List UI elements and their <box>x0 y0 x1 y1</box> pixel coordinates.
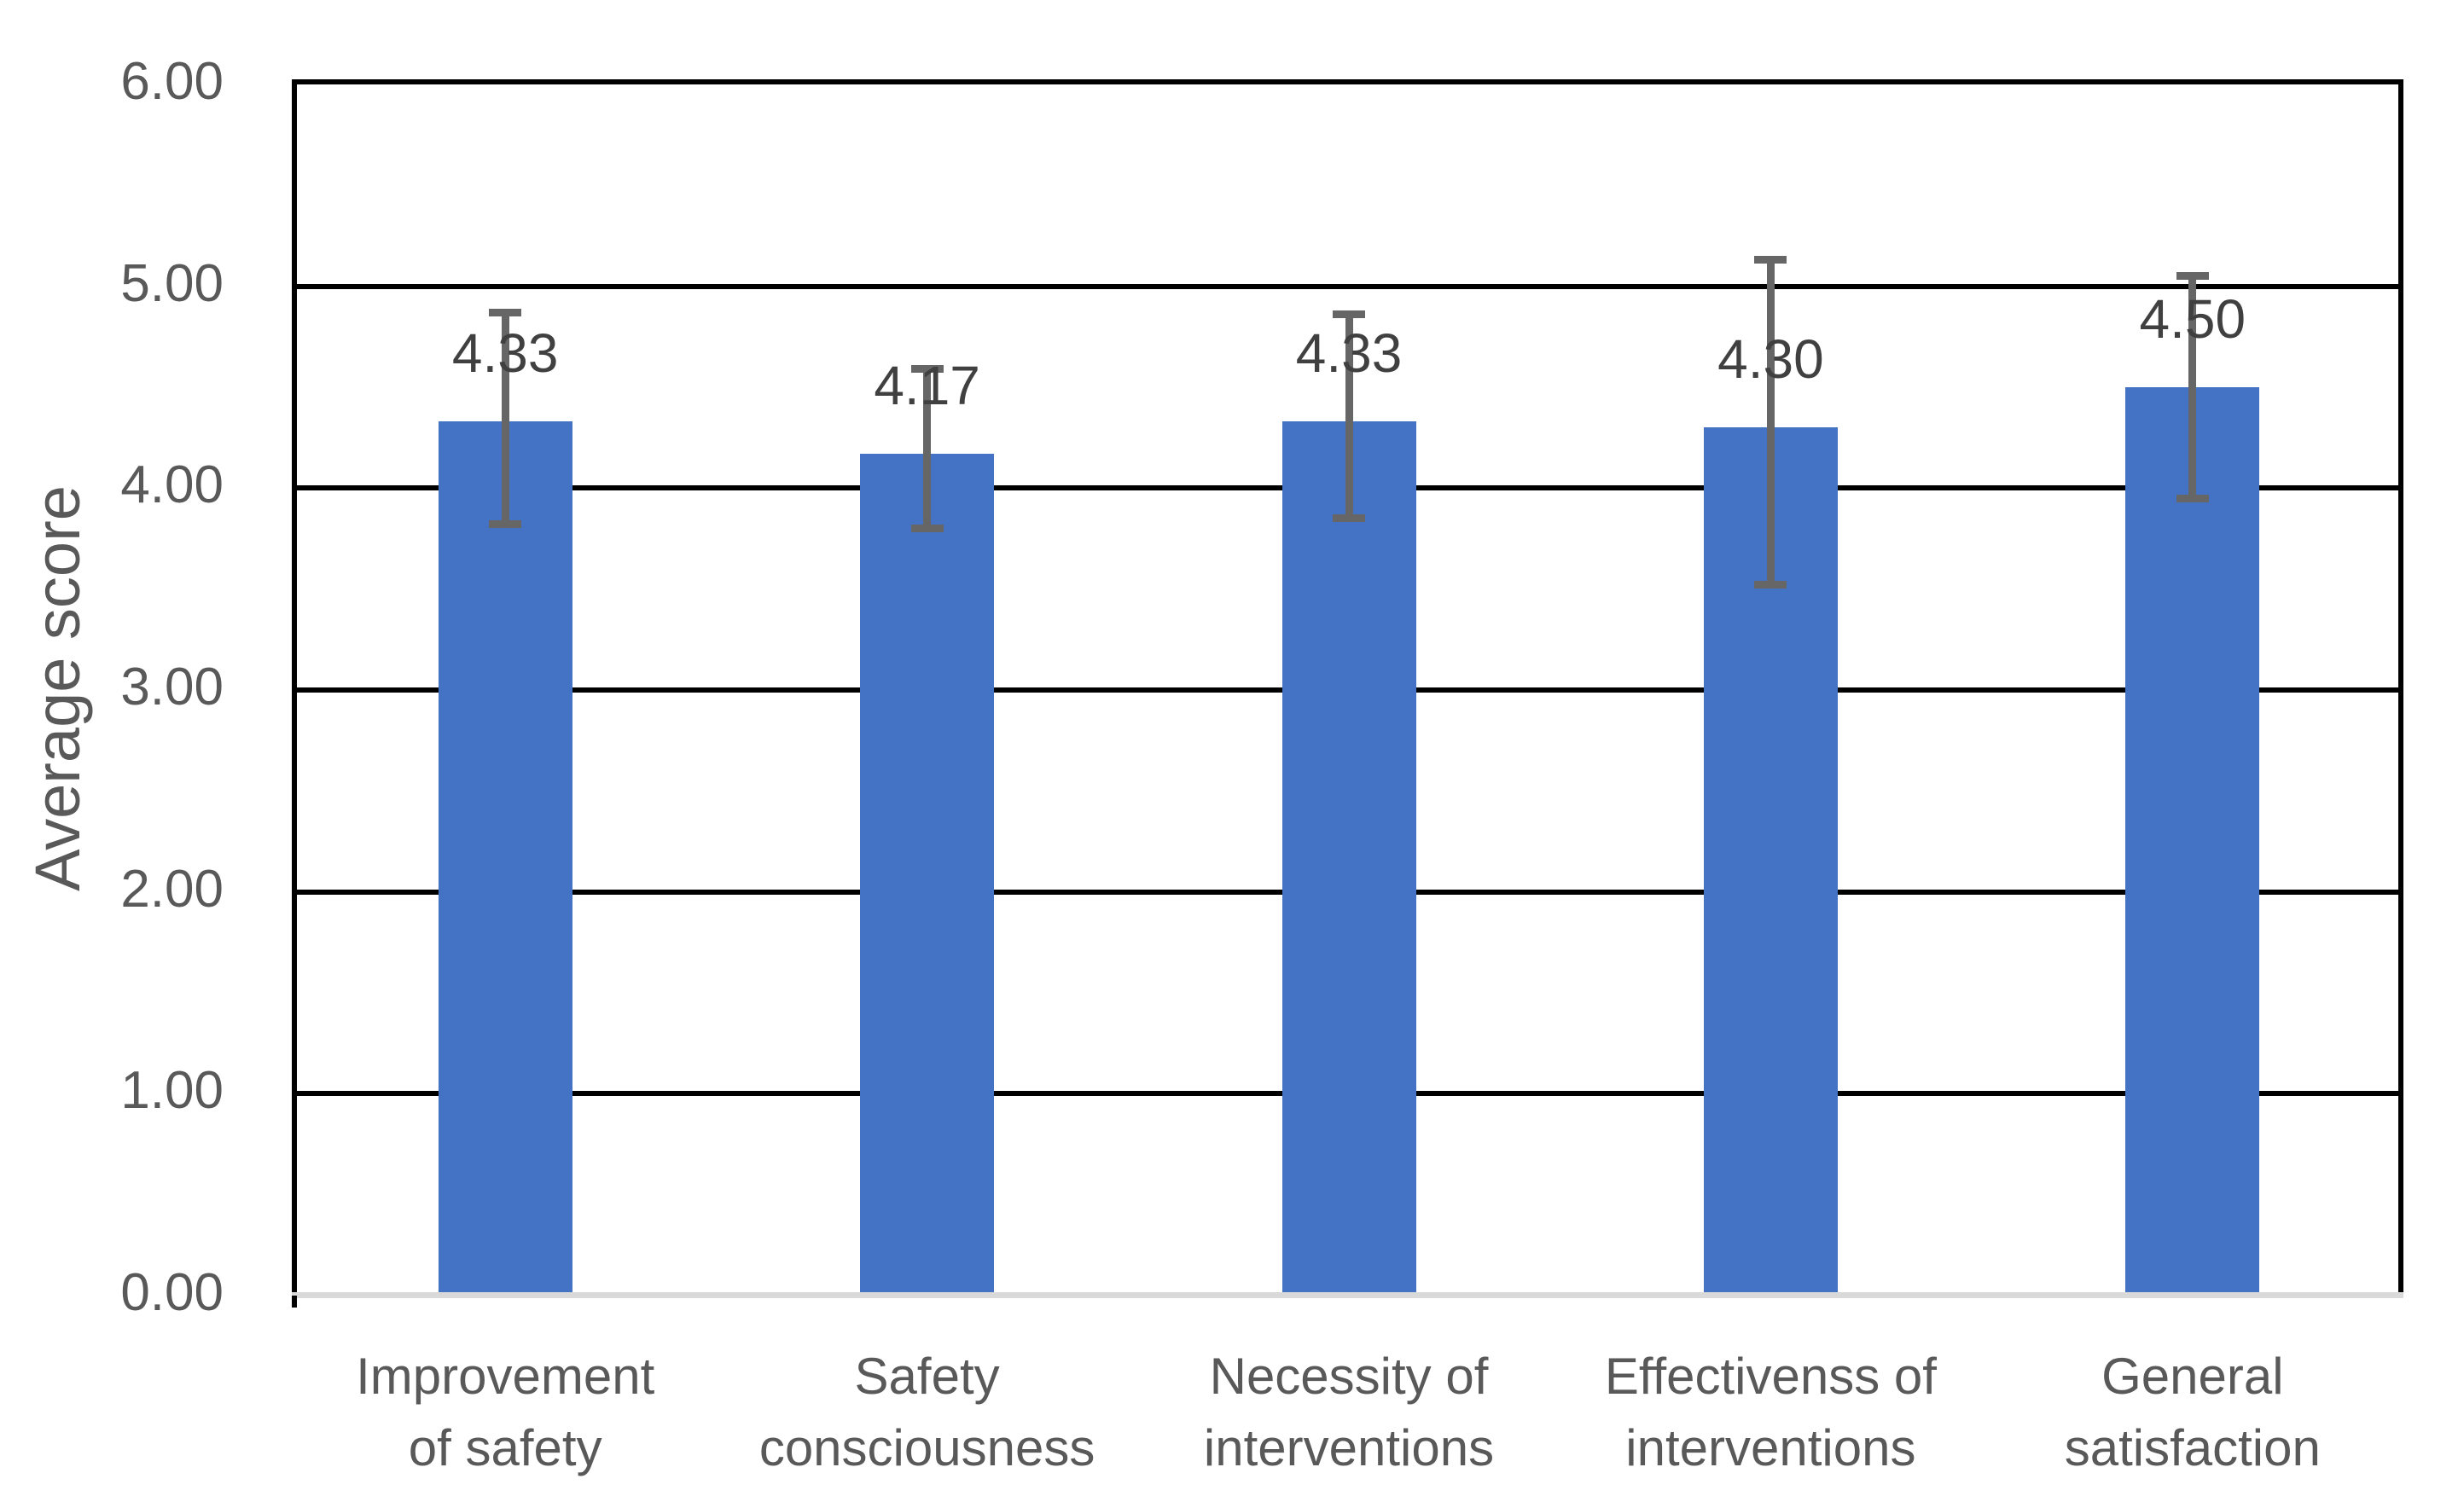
category-label-line: Necessity of <box>1209 1348 1489 1405</box>
y-tick-label: 1.00 <box>120 1061 224 1121</box>
error-bar <box>501 312 509 525</box>
x-axis-baseline <box>292 1292 2403 1298</box>
category-label-line: Safety <box>854 1348 1000 1405</box>
category-label-line: of safety <box>408 1419 602 1476</box>
bar <box>438 421 572 1296</box>
bar-data-label: 4.33 <box>451 322 559 385</box>
category-label-line: interventions <box>1203 1419 1495 1476</box>
bar-data-label: 4.33 <box>1295 322 1403 385</box>
category-label-line: Effectivenss of <box>1604 1348 1937 1405</box>
category-label: General satisfaction <box>1992 1341 2393 1484</box>
y-tick-label: 3.00 <box>120 658 224 716</box>
y-tick-label: 6.00 <box>120 52 224 111</box>
error-bar <box>1345 314 1353 519</box>
bar-data-label: 4.50 <box>2139 288 2246 350</box>
plot-area: 4.33 4.17 4.33 4.30 4.50 <box>292 79 2403 1308</box>
error-bar-cap <box>489 520 522 529</box>
y-tick-label: 5.00 <box>120 253 224 313</box>
y-axis-tick-nub <box>292 1296 297 1308</box>
category-label-line: General <box>2101 1348 2284 1405</box>
category-label: Improvement of safety <box>305 1341 706 1484</box>
category-label-line: satisfaction <box>2064 1419 2321 1476</box>
error-bar <box>923 368 932 529</box>
bar-data-label: 4.30 <box>1717 328 1824 391</box>
bar <box>860 454 995 1296</box>
y-tick-label: 4.00 <box>120 455 224 515</box>
bar <box>1281 421 1416 1296</box>
error-bar-cap <box>2176 272 2209 281</box>
category-label: Safety consciousness <box>727 1341 1128 1484</box>
error-bar-cap <box>1333 514 1365 523</box>
bar-data-label: 4.17 <box>874 355 980 417</box>
error-bar <box>2188 275 2197 499</box>
category-label-line: interventions <box>1625 1419 1916 1476</box>
error-bar-cap <box>910 365 944 374</box>
category-label: Effectivenss of interventions <box>1570 1341 1971 1484</box>
y-tick-label: 0.00 <box>120 1263 224 1322</box>
error-bar-cap <box>1754 256 1787 264</box>
bar <box>2125 387 2260 1296</box>
category-label-line: Improvement <box>356 1348 655 1405</box>
category-label: Necessity of interventions <box>1148 1341 1549 1484</box>
error-bar <box>1766 259 1775 585</box>
y-tick-label: 2.00 <box>120 859 224 919</box>
gridline <box>297 283 2398 289</box>
error-bar-cap <box>910 525 944 533</box>
error-bar-cap <box>1754 581 1787 589</box>
error-bar-cap <box>489 308 522 316</box>
error-bar-cap <box>2176 494 2209 502</box>
category-label-line: consciousness <box>758 1419 1095 1476</box>
error-bar-cap <box>1333 310 1365 319</box>
